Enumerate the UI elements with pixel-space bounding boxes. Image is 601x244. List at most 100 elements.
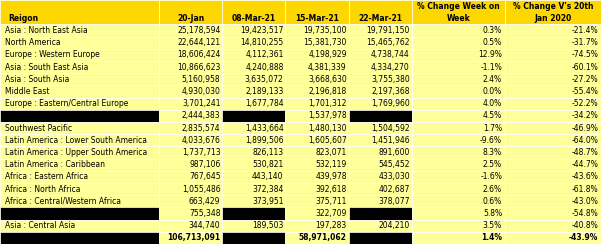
- FancyBboxPatch shape: [222, 73, 285, 85]
- Text: 4,930,030: 4,930,030: [182, 87, 221, 96]
- FancyBboxPatch shape: [285, 85, 349, 98]
- FancyBboxPatch shape: [349, 24, 412, 37]
- Text: 15,381,730: 15,381,730: [304, 38, 347, 47]
- FancyBboxPatch shape: [505, 122, 601, 134]
- Text: 1,605,607: 1,605,607: [308, 136, 347, 145]
- Text: 891,600: 891,600: [379, 148, 410, 157]
- Text: 0.5%: 0.5%: [483, 38, 502, 47]
- FancyBboxPatch shape: [505, 183, 601, 195]
- Text: 0.3%: 0.3%: [483, 26, 502, 35]
- FancyBboxPatch shape: [159, 146, 222, 159]
- FancyBboxPatch shape: [0, 220, 159, 232]
- FancyBboxPatch shape: [222, 98, 285, 110]
- Text: Southwest Pacific: Southwest Pacific: [5, 124, 72, 132]
- Text: 1,504,592: 1,504,592: [371, 124, 410, 132]
- FancyBboxPatch shape: [505, 159, 601, 171]
- Text: -52.2%: -52.2%: [572, 99, 598, 108]
- FancyBboxPatch shape: [222, 0, 285, 24]
- Text: 19,423,517: 19,423,517: [240, 26, 284, 35]
- FancyBboxPatch shape: [0, 73, 159, 85]
- Text: 663,429: 663,429: [189, 197, 221, 206]
- Text: 1,677,784: 1,677,784: [245, 99, 284, 108]
- FancyBboxPatch shape: [412, 0, 505, 24]
- Text: 4,334,270: 4,334,270: [371, 63, 410, 71]
- FancyBboxPatch shape: [412, 134, 505, 146]
- Text: -43.6%: -43.6%: [571, 173, 598, 181]
- Text: -40.8%: -40.8%: [572, 221, 598, 230]
- FancyBboxPatch shape: [159, 159, 222, 171]
- FancyBboxPatch shape: [505, 49, 601, 61]
- Text: 2,189,133: 2,189,133: [245, 87, 284, 96]
- Text: 826,113: 826,113: [252, 148, 284, 157]
- Text: 1,537,978: 1,537,978: [308, 112, 347, 120]
- FancyBboxPatch shape: [412, 195, 505, 207]
- Text: -48.7%: -48.7%: [572, 148, 598, 157]
- Text: 15,465,762: 15,465,762: [366, 38, 410, 47]
- FancyBboxPatch shape: [349, 146, 412, 159]
- Text: 2.5%: 2.5%: [483, 160, 502, 169]
- Text: 433,030: 433,030: [378, 173, 410, 181]
- FancyBboxPatch shape: [285, 171, 349, 183]
- FancyBboxPatch shape: [349, 85, 412, 98]
- Text: 8.3%: 8.3%: [483, 148, 502, 157]
- FancyBboxPatch shape: [349, 207, 412, 220]
- FancyBboxPatch shape: [159, 220, 222, 232]
- FancyBboxPatch shape: [412, 73, 505, 85]
- Text: Week: Week: [447, 14, 470, 23]
- FancyBboxPatch shape: [159, 183, 222, 195]
- Text: 439,978: 439,978: [315, 173, 347, 181]
- FancyBboxPatch shape: [222, 232, 285, 244]
- Text: Latin America : Caribbean: Latin America : Caribbean: [5, 160, 105, 169]
- Text: 1,701,312: 1,701,312: [308, 99, 347, 108]
- FancyBboxPatch shape: [0, 49, 159, 61]
- FancyBboxPatch shape: [285, 110, 349, 122]
- FancyBboxPatch shape: [349, 232, 412, 244]
- FancyBboxPatch shape: [285, 73, 349, 85]
- FancyBboxPatch shape: [159, 232, 222, 244]
- FancyBboxPatch shape: [222, 207, 285, 220]
- Text: -34.2%: -34.2%: [572, 112, 598, 120]
- Text: 3,701,241: 3,701,241: [182, 99, 221, 108]
- Text: 15-Mar-21: 15-Mar-21: [295, 14, 339, 23]
- Text: 1,737,713: 1,737,713: [182, 148, 221, 157]
- FancyBboxPatch shape: [412, 49, 505, 61]
- Text: 22-Mar-21: 22-Mar-21: [358, 14, 402, 23]
- Text: Africa : North Africa: Africa : North Africa: [5, 185, 81, 193]
- Text: -21.4%: -21.4%: [572, 26, 598, 35]
- Text: Asia : South East Asia: Asia : South East Asia: [5, 63, 88, 71]
- Text: 372,384: 372,384: [252, 185, 284, 193]
- FancyBboxPatch shape: [159, 49, 222, 61]
- Text: 14,810,255: 14,810,255: [240, 38, 284, 47]
- FancyBboxPatch shape: [285, 122, 349, 134]
- FancyBboxPatch shape: [349, 110, 412, 122]
- FancyBboxPatch shape: [412, 98, 505, 110]
- Text: 25,178,594: 25,178,594: [177, 26, 221, 35]
- FancyBboxPatch shape: [349, 98, 412, 110]
- Text: 322,709: 322,709: [316, 209, 347, 218]
- FancyBboxPatch shape: [505, 110, 601, 122]
- FancyBboxPatch shape: [285, 49, 349, 61]
- FancyBboxPatch shape: [0, 61, 159, 73]
- FancyBboxPatch shape: [349, 73, 412, 85]
- Text: Africa : Eastern Africa: Africa : Eastern Africa: [5, 173, 88, 181]
- Text: 18,606,424: 18,606,424: [177, 51, 221, 59]
- FancyBboxPatch shape: [412, 207, 505, 220]
- Text: North America: North America: [5, 38, 61, 47]
- FancyBboxPatch shape: [412, 220, 505, 232]
- FancyBboxPatch shape: [0, 146, 159, 159]
- FancyBboxPatch shape: [505, 73, 601, 85]
- Text: 545,452: 545,452: [378, 160, 410, 169]
- Text: Jan 2020: Jan 2020: [534, 14, 572, 23]
- Text: 530,821: 530,821: [252, 160, 284, 169]
- Text: 378,077: 378,077: [378, 197, 410, 206]
- FancyBboxPatch shape: [222, 61, 285, 73]
- FancyBboxPatch shape: [159, 37, 222, 49]
- FancyBboxPatch shape: [159, 98, 222, 110]
- FancyBboxPatch shape: [412, 146, 505, 159]
- Text: 22,644,121: 22,644,121: [177, 38, 221, 47]
- FancyBboxPatch shape: [159, 73, 222, 85]
- FancyBboxPatch shape: [412, 232, 505, 244]
- Text: 106,713,091: 106,713,091: [167, 234, 221, 242]
- Text: -60.1%: -60.1%: [572, 63, 598, 71]
- Text: Asia : Central Asia: Asia : Central Asia: [5, 221, 75, 230]
